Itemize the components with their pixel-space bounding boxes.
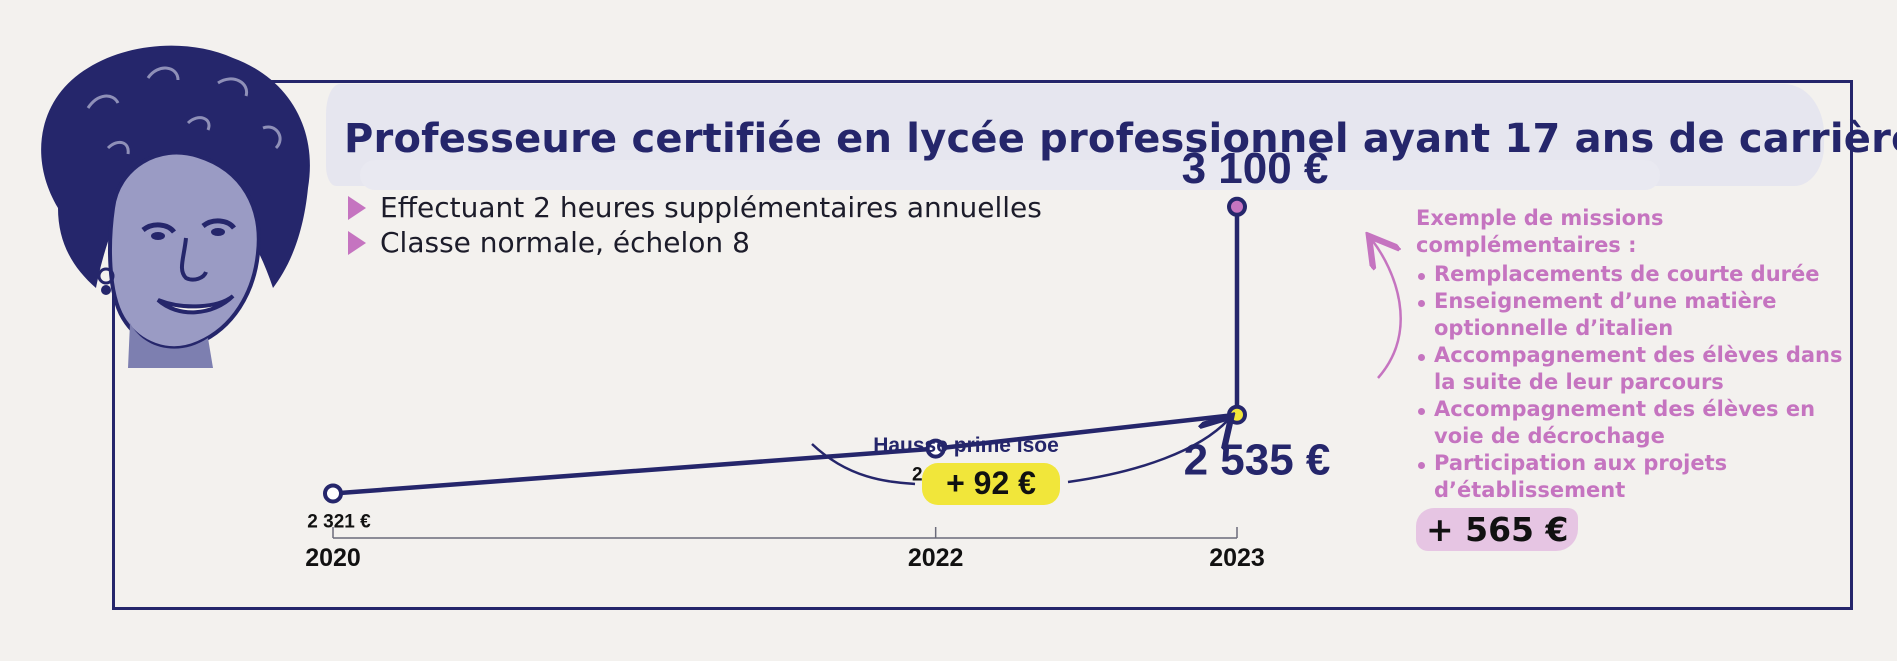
x-tick-label: 2023 — [1209, 544, 1265, 572]
missions-heading: Exemple de missions complémentaires : — [1416, 206, 1664, 257]
curved-arrow-icon — [1067, 420, 1228, 484]
x-tick-label: 2020 — [305, 544, 361, 572]
annotation-label: Hausse prime Isoe — [873, 434, 1059, 457]
missions-total: + 565 € — [1416, 508, 1579, 551]
triangle-bullet-icon — [348, 195, 366, 220]
data-point — [323, 483, 343, 504]
data-point — [925, 438, 946, 459]
curved-arrow-icon — [1372, 240, 1402, 379]
missions-panel: Exemple de missions complémentaires : Re… — [1412, 205, 1852, 504]
bullet-item-2: Classe normale, échelon 8 — [348, 226, 750, 259]
data-label-top: 3 100 € — [1182, 144, 1329, 193]
mission-item: Accompagnement des élèves dans la suite … — [1412, 342, 1852, 396]
title-highlight-brush — [360, 160, 1660, 190]
mission-item: Accompagnement des élèves en voie de déc… — [1412, 396, 1852, 450]
content-frame — [112, 80, 1853, 610]
bullet-item-1: Effectuant 2 heures supplémentaires annu… — [348, 191, 1042, 224]
portrait-illustration — [41, 45, 310, 368]
mission-item: Enseignement d’une matière optionnelle d… — [1412, 288, 1852, 342]
missions-list: Remplacements de courte durée Enseigneme… — [1412, 261, 1852, 504]
annotation-value: + 92 € — [946, 465, 1036, 501]
data-point — [1227, 404, 1247, 425]
curved-arrow-icon — [811, 443, 916, 486]
mission-item: Participation aux projets d’établissemen… — [1412, 450, 1852, 504]
x-tick-label: 2022 — [908, 544, 964, 572]
mission-item: Remplacements de courte durée — [1412, 261, 1852, 288]
triangle-bullet-icon — [348, 230, 366, 255]
bullet-text-1: Effectuant 2 heures supplémentaires annu… — [380, 191, 1042, 224]
data-label: 2 321 € — [307, 511, 371, 532]
data-point-top — [1227, 196, 1247, 217]
annotation-highlight — [922, 463, 1060, 505]
data-label: 2 535 € — [1184, 436, 1331, 485]
page-title: Professeure certifiée en lycée professio… — [344, 116, 1897, 162]
series-line — [332, 412, 1238, 496]
bullet-text-2: Classe normale, échelon 8 — [380, 226, 750, 259]
